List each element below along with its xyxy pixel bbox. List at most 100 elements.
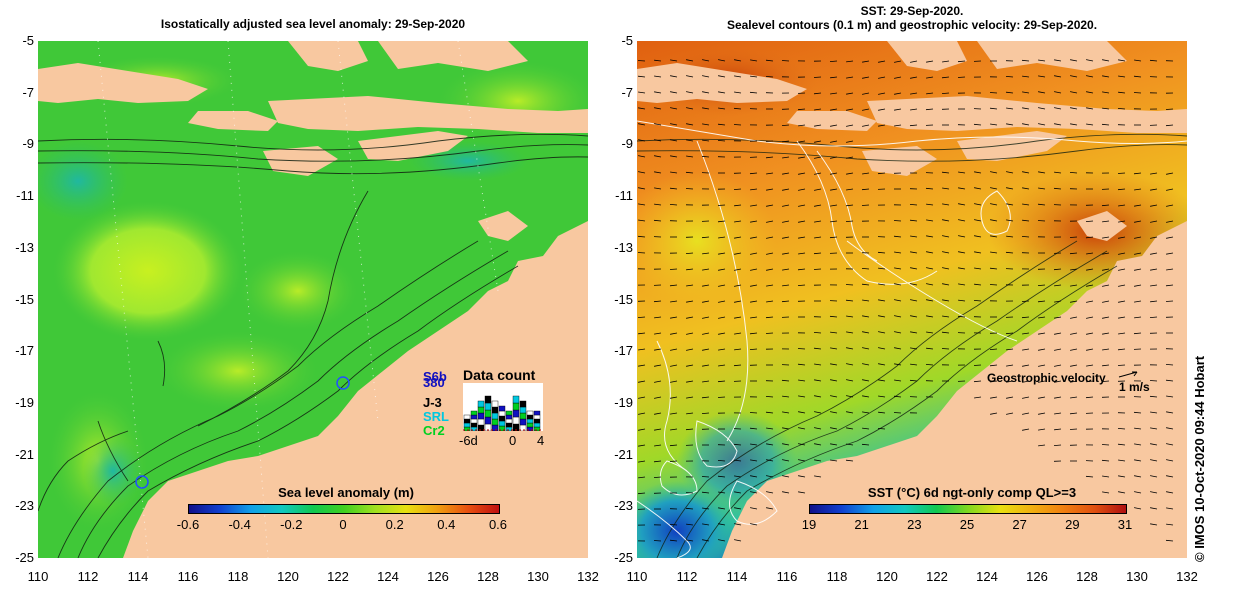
velocity-arrow <box>846 92 854 95</box>
velocity-arrow <box>1118 332 1126 335</box>
velocity-arrow <box>926 92 934 95</box>
mission-label: SRL <box>423 409 449 424</box>
velocity-arrow <box>1134 284 1142 287</box>
y-tick-label: -15 <box>15 291 34 307</box>
velocity-arrow <box>957 315 966 318</box>
velocity-arrow <box>1086 59 1094 62</box>
velocity-arrow <box>1134 491 1142 494</box>
velocity-arrow <box>1085 475 1094 478</box>
velocity-arrow <box>654 316 662 319</box>
velocity-arrow <box>717 475 726 478</box>
velocity-arrow <box>1022 428 1030 431</box>
velocity-arrow <box>1086 380 1094 383</box>
velocity-arrow <box>973 300 982 302</box>
x-tick-label: 118 <box>826 569 848 584</box>
velocity-arrow <box>894 251 902 254</box>
velocity-arrow <box>862 315 870 318</box>
velocity-arrow <box>1118 491 1126 494</box>
velocity-arrow <box>734 491 742 494</box>
velocity-arrow <box>1133 92 1142 94</box>
velocity-arrow <box>782 252 790 255</box>
velocity-arrow <box>1150 172 1158 175</box>
velocity-arrow <box>686 523 694 526</box>
velocity-arrow <box>686 380 694 383</box>
velocity-arrow <box>958 219 966 222</box>
velocity-arrow <box>1149 380 1158 382</box>
velocity-arrow <box>733 443 742 446</box>
velocity-arrow <box>718 59 726 62</box>
velocity-arrow <box>846 76 854 79</box>
velocity-arrow <box>782 411 790 414</box>
velocity-arrow <box>958 203 966 206</box>
x-tick-label: 124 <box>976 569 998 584</box>
data-count-inset: Data count S6b 380 J-3 SRL Cr2 -6d 0 4 <box>423 367 553 449</box>
velocity-arrow <box>765 140 774 142</box>
velocity-arrow <box>1022 91 1030 94</box>
y-tick-label: -9 <box>621 136 633 152</box>
velocity-arrow <box>686 332 694 335</box>
velocity-arrow <box>1022 203 1030 206</box>
velocity-arrow <box>686 316 694 319</box>
velocity-arrow <box>1117 108 1126 110</box>
velocity-arrow <box>637 252 646 254</box>
velocity-arrow <box>670 155 678 158</box>
velocity-arrow <box>1102 332 1110 335</box>
velocity-arrow <box>1117 443 1126 446</box>
velocity-arrow <box>638 155 646 158</box>
velocity-arrow <box>1165 364 1174 366</box>
velocity-arrow <box>798 427 806 430</box>
velocity-arrow <box>1134 300 1142 303</box>
velocity-arrow <box>702 252 710 255</box>
velocity-arrow <box>686 396 694 399</box>
velocity-arrow <box>990 396 998 399</box>
velocity-arrow <box>958 283 966 286</box>
velocity-legend-label: Geostrophic velocity <box>987 371 1106 385</box>
velocity-arrow <box>1133 411 1142 414</box>
velocity-arrow <box>926 283 934 286</box>
velocity-arrow <box>638 396 646 399</box>
y-tick-label: -11 <box>16 188 34 204</box>
data-count-bar-segment <box>477 412 485 420</box>
velocity-arrow <box>974 267 982 270</box>
velocity-arrow <box>830 379 838 382</box>
velocity-arrow <box>750 59 758 62</box>
right-panel-title-line1: SST: 29-Sep-2020. <box>860 4 964 18</box>
velocity-arrow <box>861 443 870 446</box>
velocity-arrow <box>862 124 870 127</box>
velocity-arrow <box>813 268 822 270</box>
velocity-arrow <box>782 395 790 398</box>
data-count-bar-segment <box>498 415 506 422</box>
velocity-arrow <box>846 124 854 127</box>
x-tick-label: 112 <box>676 569 698 584</box>
velocity-arrow <box>1038 59 1046 62</box>
velocity-arrow <box>990 171 998 174</box>
velocity-arrow <box>734 300 742 303</box>
velocity-arrow <box>717 396 726 398</box>
y-tick-label: -11 <box>615 188 633 204</box>
velocity-arrow <box>765 156 774 159</box>
data-count-bar-segment <box>484 409 492 418</box>
velocity-arrow <box>814 363 822 366</box>
velocity-arrow <box>717 380 726 383</box>
velocity-arrow <box>1005 91 1014 94</box>
velocity-arrow <box>637 492 646 495</box>
velocity-arrow <box>734 75 742 78</box>
velocity-arrow <box>686 539 694 542</box>
data-count-axis-zero: 0 <box>509 433 517 448</box>
velocity-arrow <box>718 75 726 78</box>
data-count-bar-segment <box>463 418 471 424</box>
velocity-arrow <box>1166 443 1174 446</box>
velocity-arrow <box>1117 348 1126 351</box>
velocity-arrow <box>1149 316 1158 318</box>
velocity-arrow <box>798 395 806 398</box>
velocity-arrow <box>798 491 806 494</box>
velocity-arrow <box>654 348 662 351</box>
velocity-arrow <box>1118 59 1126 62</box>
velocity-arrow <box>1149 395 1158 398</box>
velocity-arrow <box>878 363 886 366</box>
velocity-arrow <box>846 60 854 63</box>
velocity-arrow <box>765 59 774 62</box>
velocity-arrow <box>942 60 950 63</box>
velocity-arrow <box>686 348 694 351</box>
colorbar-tick-label: 25 <box>959 517 975 532</box>
